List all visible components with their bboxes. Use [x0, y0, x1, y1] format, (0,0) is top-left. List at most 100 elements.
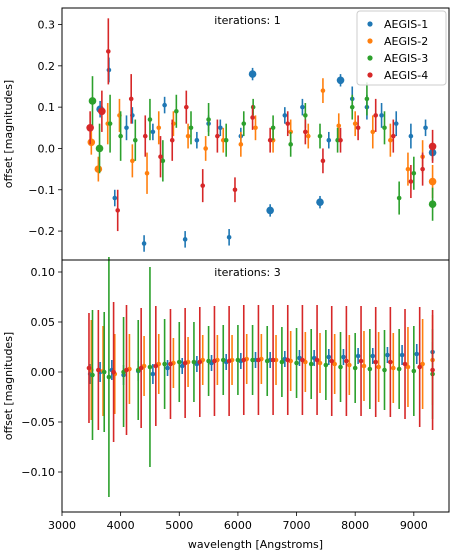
x-tick-label: 5000 [165, 519, 193, 532]
data-point [352, 365, 358, 371]
data-point [150, 371, 156, 377]
data-point [169, 137, 175, 143]
data-point [285, 357, 291, 363]
panel-frame [61, 259, 450, 513]
data-point [336, 123, 342, 129]
data-point [203, 146, 208, 151]
data-point [338, 364, 343, 370]
y-tick-label: 0.00 [31, 366, 56, 379]
data-point [250, 115, 255, 120]
data-point [411, 170, 417, 176]
data-point [188, 125, 194, 131]
data-point [226, 234, 232, 240]
data-point [423, 125, 428, 131]
x-tick-label: 8000 [341, 519, 369, 532]
data-point [349, 104, 355, 110]
data-point [270, 357, 276, 363]
data-point [107, 121, 113, 126]
series-aegis-3 [90, 257, 435, 497]
data-point [428, 200, 437, 209]
data-point [382, 367, 387, 373]
data-point [417, 364, 422, 370]
data-point [179, 363, 185, 369]
data-point [370, 353, 376, 359]
data-point [352, 121, 358, 126]
data-point [144, 170, 150, 176]
y-axis-label: offset [magnitudes] [2, 332, 15, 440]
data-point [150, 129, 156, 135]
data-point [124, 367, 129, 373]
x-tick-label: 3000 [48, 519, 76, 532]
data-point [390, 365, 396, 371]
data-point [396, 195, 402, 201]
data-point [402, 361, 408, 367]
y-tick-label: 0.05 [31, 316, 56, 329]
data-point [142, 133, 148, 139]
legend-marker [367, 21, 373, 27]
y-tick-label: 0.3 [38, 19, 56, 32]
series-aegis-4 [86, 302, 435, 442]
data-point [323, 362, 329, 368]
data-point [218, 125, 223, 131]
data-point [305, 133, 311, 139]
data-point [303, 129, 308, 135]
legend-label: AEGIS-2 [384, 35, 428, 48]
data-point [399, 352, 405, 358]
data-point [341, 354, 346, 360]
data-point [98, 107, 106, 116]
data-point [414, 351, 420, 357]
data-point [405, 166, 411, 172]
data-point [317, 360, 323, 366]
data-point [128, 96, 134, 102]
series-aegis-2 [89, 315, 435, 420]
legend-label: AEGIS-4 [384, 69, 428, 82]
data-point [347, 362, 352, 368]
data-point [162, 102, 167, 108]
data-point [132, 137, 138, 143]
data-point [112, 195, 118, 201]
data-point [428, 177, 437, 186]
data-point [320, 88, 326, 93]
data-point [115, 208, 121, 213]
x-tick-label: 4000 [107, 519, 135, 532]
data-point [96, 367, 101, 373]
legend-marker [367, 55, 373, 61]
data-point [147, 117, 153, 122]
y-tick-label: −0.2 [28, 225, 55, 238]
data-point [370, 129, 376, 135]
data-point [300, 357, 305, 363]
y-tick-label: 0.10 [31, 266, 56, 279]
data-point [303, 113, 308, 118]
series-aegis-4 [86, 18, 437, 232]
data-point [367, 366, 373, 372]
x-tick-label: 9000 [400, 519, 428, 532]
x-axis-label: wavelength [Angstroms] [188, 538, 323, 551]
data-point [156, 125, 162, 131]
data-point [206, 358, 211, 364]
data-point [288, 142, 293, 147]
data-point [174, 108, 179, 114]
data-point [253, 125, 258, 131]
data-point [194, 137, 200, 143]
data-point [220, 357, 226, 363]
data-point [411, 368, 417, 374]
data-point [420, 166, 425, 172]
data-point [184, 104, 189, 110]
legend: AEGIS-1 AEGIS-2 AEGIS-3 AEGIS-4 [356, 10, 447, 86]
data-point [94, 165, 103, 173]
data-point [182, 360, 188, 366]
series-aegis-1 [96, 57, 437, 252]
data-point [344, 358, 349, 364]
x-tick-label: 6000 [224, 519, 252, 532]
data-point [270, 125, 276, 131]
data-point [248, 70, 257, 78]
data-point [338, 137, 343, 143]
legend-label: AEGIS-1 [384, 18, 428, 31]
data-point [191, 359, 197, 365]
data-point [373, 359, 379, 365]
data-point [223, 137, 229, 143]
data-point [336, 76, 345, 85]
data-point [430, 367, 435, 373]
y-tick-label: −0.05 [21, 416, 55, 429]
data-point [200, 183, 206, 188]
